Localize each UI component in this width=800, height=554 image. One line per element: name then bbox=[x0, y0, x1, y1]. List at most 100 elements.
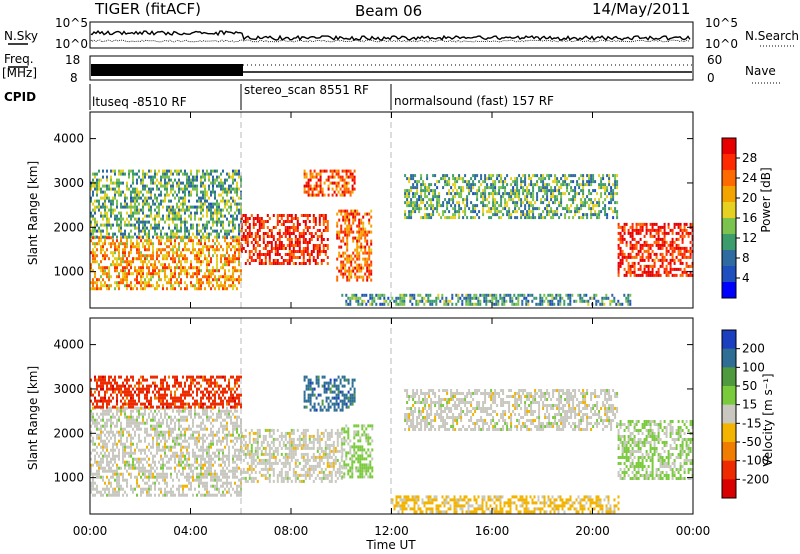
heatmap-cell bbox=[535, 296, 538, 300]
heatmap-cell bbox=[138, 281, 140, 285]
heatmap-cell bbox=[458, 177, 461, 181]
heatmap-cell bbox=[106, 284, 108, 288]
heatmap-cell bbox=[136, 424, 138, 428]
heatmap-cell bbox=[122, 278, 124, 282]
heatmap-cell bbox=[657, 228, 660, 232]
heatmap-cell bbox=[192, 248, 194, 252]
heatmap-cell bbox=[120, 260, 122, 264]
heatmap-cell bbox=[409, 299, 412, 303]
heatmap-cell bbox=[200, 190, 202, 194]
heatmap-cell bbox=[344, 209, 347, 213]
heatmap-cell bbox=[186, 287, 188, 291]
heatmap-cell bbox=[675, 246, 678, 250]
heatmap-cell bbox=[300, 253, 303, 256]
heatmap-cell bbox=[412, 204, 415, 208]
heatmap-cell bbox=[474, 177, 477, 181]
heatmap-cell bbox=[324, 214, 327, 217]
heatmap-cell bbox=[92, 214, 94, 218]
heatmap-cell bbox=[588, 177, 591, 181]
heatmap-cell bbox=[162, 263, 164, 267]
heatmap-cell bbox=[158, 220, 160, 224]
heatmap-cell bbox=[136, 278, 138, 282]
heatmap-cell bbox=[499, 293, 502, 297]
heatmap-cell bbox=[252, 217, 255, 220]
heatmap-cell bbox=[180, 187, 182, 191]
heatmap-cell bbox=[226, 193, 228, 197]
heatmap-cell bbox=[170, 493, 172, 497]
heatmap-cell bbox=[551, 302, 554, 306]
heatmap-cell bbox=[252, 253, 255, 256]
heatmap-cell bbox=[342, 275, 345, 279]
heatmap-cell bbox=[307, 181, 310, 185]
heatmap-cell bbox=[582, 213, 585, 217]
heatmap-cell bbox=[452, 195, 455, 199]
heatmap-cell bbox=[236, 248, 238, 252]
heatmap-cell bbox=[172, 427, 174, 431]
heatmap-cell bbox=[208, 251, 210, 255]
heatmap-cell bbox=[138, 169, 140, 173]
heatmap-cell bbox=[430, 183, 433, 187]
heatmap-cell bbox=[112, 415, 114, 419]
heatmap-cell bbox=[414, 192, 417, 196]
heatmap-cell bbox=[639, 225, 642, 229]
heatmap-cell bbox=[160, 490, 162, 494]
heatmap-cell bbox=[224, 214, 226, 218]
heatmap-cell bbox=[152, 445, 154, 449]
heatmap-cell bbox=[186, 415, 188, 419]
heatmap-cell bbox=[210, 260, 212, 264]
heatmap-cell bbox=[326, 220, 329, 223]
heatmap-cell bbox=[429, 302, 432, 306]
heatmap-cell bbox=[639, 267, 642, 271]
heatmap-cell bbox=[446, 174, 449, 178]
heatmap-cell bbox=[470, 183, 473, 187]
heatmap-cell bbox=[160, 424, 162, 428]
heatmap-cell bbox=[126, 260, 128, 264]
heatmap-cell bbox=[345, 293, 348, 297]
heatmap-cell bbox=[427, 296, 430, 300]
heatmap-cell bbox=[192, 245, 194, 249]
heatmap-cell bbox=[110, 481, 112, 485]
heatmap-cell bbox=[136, 475, 138, 479]
heatmap-cell bbox=[498, 180, 501, 184]
heatmap-cell bbox=[170, 229, 172, 233]
heatmap-cell bbox=[150, 466, 152, 470]
heatmap-cell bbox=[214, 211, 216, 215]
heatmap-cell bbox=[192, 239, 194, 243]
heatmap-cell bbox=[140, 451, 142, 455]
heatmap-cell bbox=[284, 229, 287, 232]
heatmap-cell bbox=[178, 484, 180, 488]
heatmap-cell bbox=[156, 248, 158, 252]
heatmap-cell bbox=[604, 192, 607, 196]
heatmap-cell bbox=[120, 226, 122, 230]
heatmap-cell bbox=[226, 178, 228, 182]
heatmap-cell bbox=[214, 235, 216, 239]
heatmap-cell bbox=[540, 201, 543, 205]
heatmap-cell bbox=[120, 412, 122, 416]
heatmap-cell bbox=[570, 186, 573, 190]
heatmap-cell bbox=[212, 248, 214, 252]
heatmap-cell bbox=[546, 192, 549, 196]
heatmap-cell bbox=[276, 253, 279, 256]
heatmap-cell bbox=[404, 210, 407, 214]
heatmap-cell bbox=[144, 257, 146, 261]
heatmap-cell bbox=[641, 270, 644, 274]
heatmap-cell bbox=[158, 202, 160, 206]
heatmap-cell bbox=[552, 189, 555, 193]
heatmap-cell bbox=[494, 207, 497, 211]
heatmap-cell bbox=[132, 190, 134, 194]
heatmap-cell bbox=[276, 250, 279, 253]
heatmap-cell bbox=[156, 251, 158, 255]
heatmap-cell bbox=[612, 198, 615, 202]
heatmap-cell bbox=[581, 299, 584, 303]
heatmap-cell bbox=[124, 490, 126, 494]
heatmap-cell bbox=[136, 478, 138, 482]
heatmap-cell bbox=[112, 475, 114, 479]
heatmap-cell bbox=[522, 186, 525, 190]
heatmap-cell bbox=[164, 445, 166, 449]
heatmap-cell bbox=[459, 296, 462, 300]
heatmap-cell bbox=[108, 481, 110, 485]
heatmap-cell bbox=[96, 187, 98, 191]
heatmap-cell bbox=[340, 269, 343, 273]
heatmap-cell bbox=[530, 216, 533, 220]
heatmap-cell bbox=[164, 454, 166, 458]
